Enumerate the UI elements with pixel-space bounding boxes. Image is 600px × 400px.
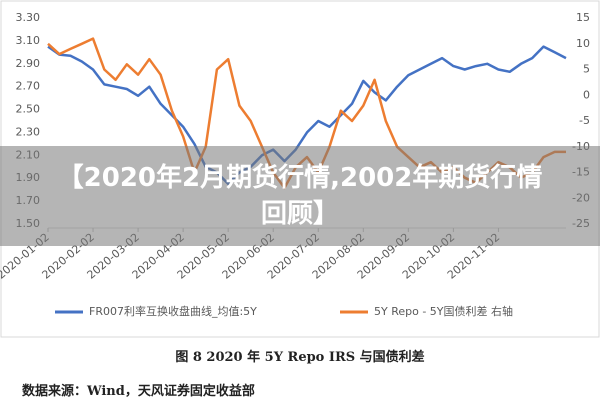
y2-tick-label: 15 — [576, 11, 590, 24]
legend-label: 5Y Repo - 5Y国债利差 右轴 — [374, 304, 513, 318]
y2-tick-label: 0 — [583, 88, 590, 101]
series-line — [47, 45, 567, 186]
y-tick-label: 2.90 — [16, 57, 41, 70]
y-tick-label: 3.10 — [16, 34, 41, 47]
caption: 图 8 2020 年 5Y Repo IRS 与国债利差 — [175, 350, 425, 365]
banner-title: 【2020年2月期货行情,2002年期货行情回顾】 — [57, 163, 543, 229]
y-tick-label: 2.70 — [16, 80, 41, 93]
y2-tick-label: 5 — [583, 63, 590, 76]
y-tick-label: 3.30 — [16, 11, 41, 24]
y-tick-label: 2.30 — [16, 125, 41, 138]
banner: 【2020年2月期货行情,2002年期货行情回顾】 — [0, 146, 600, 246]
y-tick-label: 2.50 — [16, 103, 41, 116]
y2-tick-label: -5 — [579, 114, 590, 127]
y2-tick-label: 10 — [576, 37, 590, 50]
source: 数据来源：Wind，天风证券固定收益部 — [22, 384, 255, 399]
legend-label: FR007利率互换收盘曲线_均值:5Y — [89, 304, 257, 318]
